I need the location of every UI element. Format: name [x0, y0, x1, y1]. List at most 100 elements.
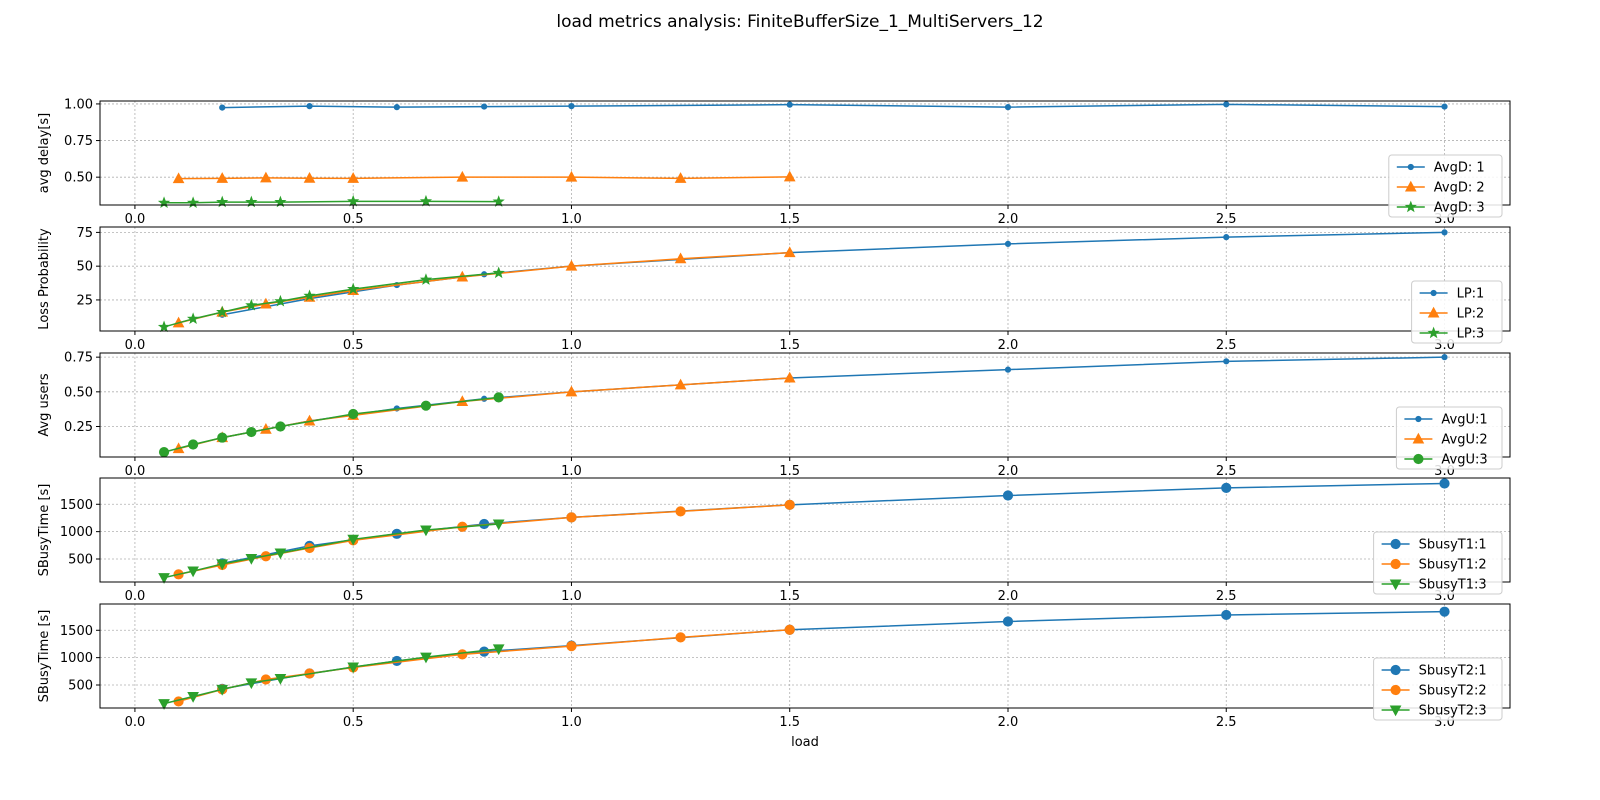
series-1: [219, 229, 1448, 318]
data-point: [492, 266, 505, 279]
data-point: [393, 104, 400, 111]
x-tick-label: 2.0: [998, 589, 1019, 604]
legend-label: AvgD: 3: [1434, 201, 1485, 216]
legend-label: AvgU:2: [1441, 433, 1487, 448]
data-point: [172, 172, 185, 184]
series-line: [222, 103, 1445, 109]
data-point: [245, 298, 258, 311]
legend-marker: [1415, 415, 1422, 423]
x-tick-label: 1.0: [561, 715, 582, 730]
x-tick-label: 2.5: [1216, 212, 1237, 227]
legend-marker: [1389, 579, 1402, 591]
series-1: [217, 478, 1450, 569]
legend-label: SbusyT2:3: [1419, 704, 1487, 719]
subplot-4: 0.0 0.5 1.0 1.5 2.0 2.5 3.050010001500SBusyTim…: [37, 477, 1511, 604]
x-tick-label: 1.0: [561, 589, 582, 604]
data-point: [420, 652, 432, 664]
legend-label: LP:1: [1457, 287, 1485, 302]
series-line: [178, 176, 790, 180]
y-tick-label: 1000: [60, 525, 93, 540]
data-point: [1002, 616, 1014, 627]
data-point: [158, 447, 170, 458]
data-point: [783, 246, 796, 258]
data-point: [674, 252, 687, 264]
x-tick-label: 0.5: [343, 212, 364, 227]
data-point: [186, 312, 200, 325]
data-point: [275, 421, 286, 432]
data-point: [216, 305, 229, 318]
legend-marker: [1407, 163, 1414, 171]
legend-marker: [1427, 306, 1440, 318]
legend-label: SbusyT1:2: [1419, 558, 1487, 573]
data-point: [303, 289, 316, 302]
legend-label: LP:3: [1457, 327, 1485, 342]
data-point: [1004, 366, 1012, 373]
series-2: [173, 624, 795, 707]
data-point: [675, 506, 686, 517]
data-point: [347, 282, 360, 295]
legend-box: [1388, 154, 1503, 218]
y-tick-label: 0.25: [64, 420, 93, 435]
data-point: [783, 371, 796, 383]
x-tick-label: 0.5: [343, 589, 364, 604]
legend-marker: [1430, 289, 1437, 297]
legend-marker: [1427, 326, 1440, 339]
data-point: [566, 512, 577, 523]
data-point: [246, 426, 257, 438]
data-point: [1441, 354, 1448, 361]
legend-marker: [1390, 538, 1401, 550]
data-point: [493, 392, 504, 403]
data-point: [1441, 229, 1448, 236]
legend-label: AvgD: 2: [1434, 181, 1485, 196]
figure-title: load metrics analysis: FiniteBufferSize_…: [556, 12, 1044, 32]
x-tick-label: 2.0: [998, 212, 1019, 227]
y-tick-label: 0.75: [64, 351, 93, 366]
y-tick-label: 1500: [60, 624, 93, 639]
data-point: [492, 519, 505, 531]
data-point: [420, 525, 432, 537]
data-point: [245, 678, 258, 690]
y-tick-label: 75: [76, 226, 93, 241]
data-point: [675, 632, 686, 643]
data-point: [565, 259, 578, 271]
data-point: [674, 378, 687, 390]
series-line: [163, 523, 499, 579]
data-point: [245, 553, 258, 565]
y-tick-label: 1000: [60, 651, 93, 666]
x-tick-label: 0.0: [125, 464, 146, 479]
x-tick-label: 1.5: [779, 338, 800, 353]
series-2: [173, 499, 795, 580]
legend-label: SbusyT1:1: [1419, 538, 1487, 553]
legend-marker: [1389, 705, 1402, 717]
data-point: [158, 699, 170, 710]
data-point: [158, 573, 170, 584]
y-axis-label: Avg users: [37, 373, 52, 437]
data-point: [420, 400, 432, 411]
series-line: [163, 648, 499, 705]
legend-box: [1395, 406, 1503, 470]
data-point: [565, 170, 578, 182]
series-3: [157, 194, 505, 209]
series-3: [157, 266, 505, 333]
series-3: [158, 644, 505, 710]
series-line: [222, 356, 1445, 439]
legend-marker: [1390, 558, 1401, 570]
axes-frame: [99, 603, 1511, 709]
legend-marker: [1413, 453, 1424, 465]
data-point: [784, 499, 795, 510]
data-point: [274, 294, 287, 307]
x-tick-label: 2.5: [1216, 338, 1237, 353]
data-point: [216, 172, 229, 183]
data-point: [1223, 358, 1230, 365]
legend-label: SbusyT2:1: [1419, 664, 1487, 679]
x-tick-label: 0.5: [343, 338, 364, 353]
x-tick-label: 0.0: [125, 338, 146, 353]
series-1: [219, 101, 1448, 111]
legend: LP:1 LP:2 LP:3: [1411, 280, 1503, 344]
legend-box: [1373, 657, 1503, 721]
data-point: [187, 566, 199, 578]
data-point: [457, 649, 468, 660]
data-point: [188, 439, 199, 450]
